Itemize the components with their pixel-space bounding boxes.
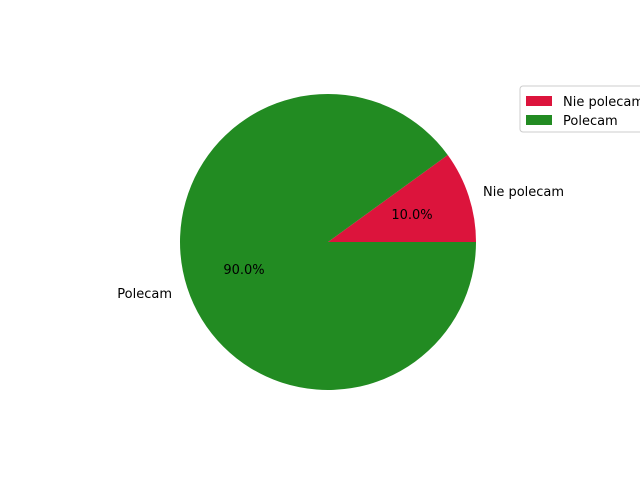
pie-slice-nie-polecam [328, 155, 476, 242]
slice-label-nie-polecam: Nie polecam [483, 185, 564, 200]
slice-label-polecam: Polecam [117, 287, 172, 302]
legend-label-nie-polecam: Nie polecam [563, 95, 640, 110]
percent-label-nie-polecam: 10.0% [391, 208, 432, 223]
legend-swatch-polecam [526, 115, 552, 125]
legend: Nie polecam Polecam [519, 85, 640, 133]
pie-slice-polecam [179, 94, 476, 391]
legend-swatch-nie-polecam [526, 96, 552, 106]
pie-labels: Nie polecam Polecam 10.0% 90.0% [117, 185, 564, 302]
legend-label-polecam: Polecam [563, 114, 618, 129]
percent-label-polecam: 90.0% [223, 263, 264, 278]
pie-slices [179, 94, 476, 391]
